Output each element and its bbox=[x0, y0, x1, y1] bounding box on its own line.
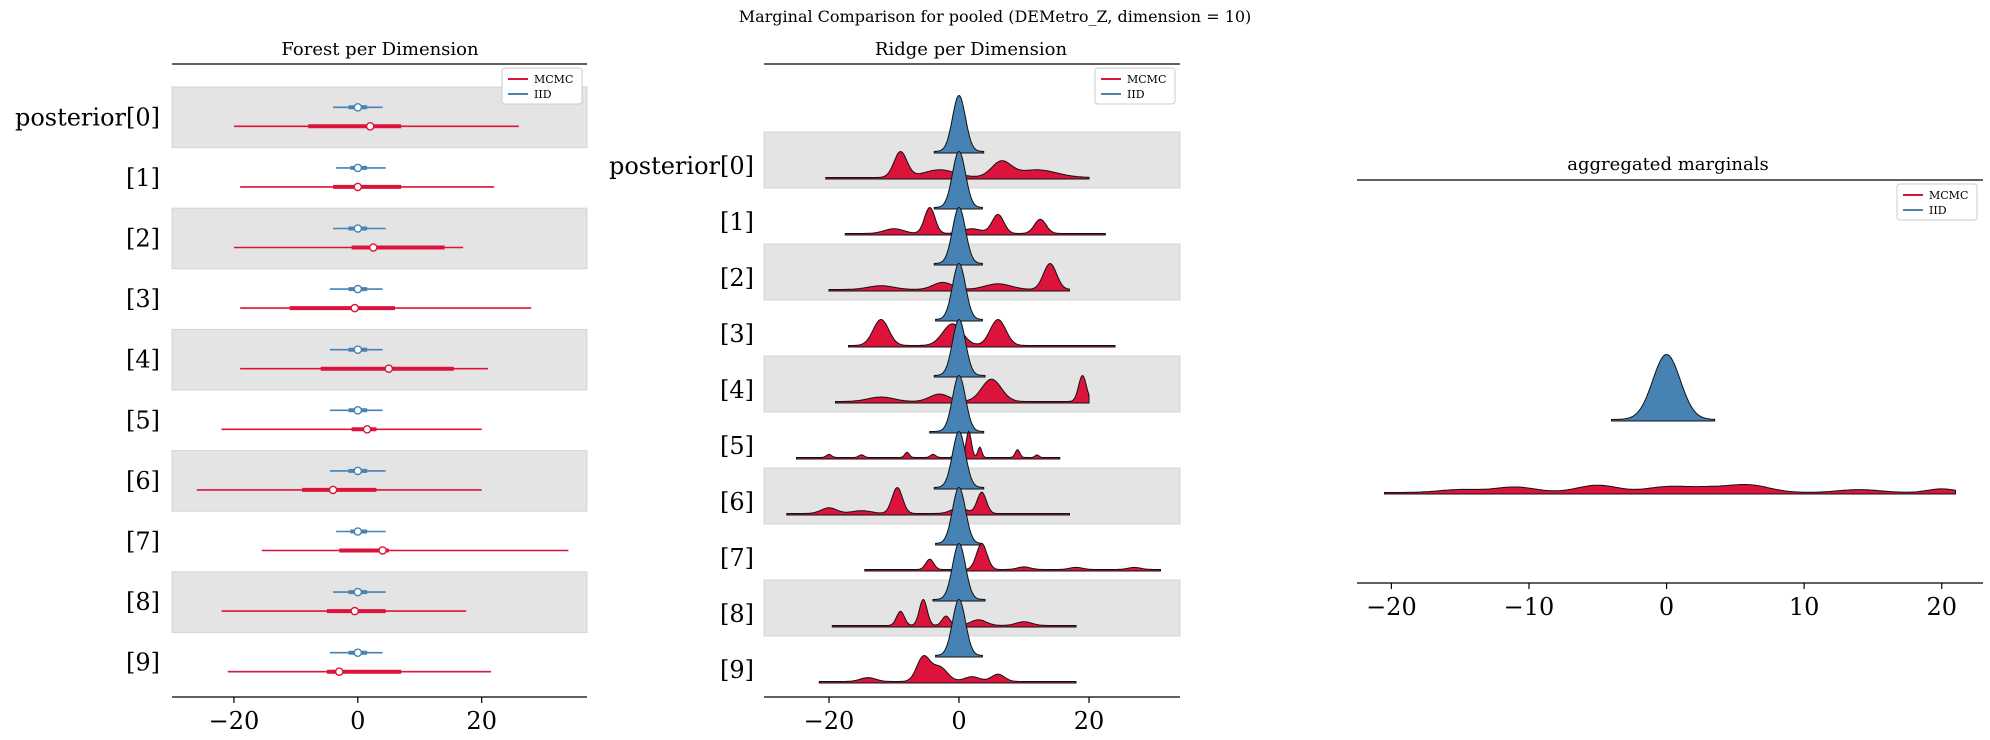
forest-title: Forest per Dimension bbox=[281, 39, 479, 60]
forest-mcmc-median bbox=[369, 243, 378, 252]
ridge-row-label: [5] bbox=[720, 432, 754, 460]
ridge-row-label: [7] bbox=[720, 544, 754, 572]
ridge-iid-density bbox=[933, 151, 983, 210]
ridge-row-label: [9] bbox=[720, 656, 754, 684]
ridge-row-label: [6] bbox=[720, 488, 754, 516]
forest-row-label: [2] bbox=[126, 225, 160, 253]
ridge-iid-density bbox=[932, 543, 986, 602]
forest-panel: Forest per Dimension posterior[0] [1] [2] [… bbox=[15, 39, 588, 735]
forest-mcmc-median bbox=[350, 303, 360, 313]
forest-row-band bbox=[171, 571, 588, 633]
aggregated-x-tick-label-4: 20 bbox=[1926, 593, 1957, 621]
ridge-mcmc-density bbox=[796, 430, 1061, 460]
forest-iid-median bbox=[353, 345, 363, 355]
forest-row-label: [9] bbox=[126, 649, 160, 677]
ridge-mcmc-density bbox=[848, 318, 1116, 348]
ridge-mcmc-density bbox=[818, 654, 1077, 684]
forest-iid-median bbox=[353, 527, 363, 536]
forest-mcmc-median bbox=[328, 485, 338, 495]
aggregated-x-tick-label-0: −20 bbox=[1366, 593, 1417, 621]
ridge-mcmc-density bbox=[864, 542, 1161, 572]
ridge-iid-density bbox=[933, 95, 985, 154]
aggregated-iid-density bbox=[1611, 354, 1716, 422]
forest-row-band bbox=[171, 207, 588, 270]
ridge-panel: Ridge per Dimension posterior[0] [1] [2] [3… bbox=[609, 39, 1181, 735]
aggregated-legend-label-0: MCMC bbox=[1929, 189, 1968, 202]
ridge-legend-label-0: MCMC bbox=[1127, 73, 1166, 86]
forest-mcmc-median bbox=[350, 606, 360, 616]
ridge-row-band bbox=[763, 131, 1181, 189]
forest-iid-median bbox=[353, 284, 363, 294]
forest-iid-median bbox=[353, 466, 363, 476]
forest-iid-median bbox=[353, 163, 363, 173]
forest-x-tick-label-0: −20 bbox=[209, 707, 260, 735]
ridge-row-band bbox=[763, 579, 1181, 637]
forest-iid-median bbox=[353, 224, 363, 233]
aggregated-title: aggregated marginals bbox=[1567, 154, 1768, 175]
forest-mcmc-median bbox=[384, 364, 394, 374]
forest-mcmc-median bbox=[362, 424, 372, 434]
forest-legend-label-1: IID bbox=[534, 88, 552, 101]
ridge-iid-density bbox=[935, 487, 983, 546]
forest-row-label: [7] bbox=[126, 528, 160, 556]
forest-row-band bbox=[171, 450, 588, 512]
aggregated-x-tick-label-1: −10 bbox=[1504, 593, 1555, 621]
forest-row-label: posterior[0] bbox=[15, 103, 160, 131]
aggregated-x-tick-label-3: 10 bbox=[1789, 593, 1820, 621]
ridge-row-label: [2] bbox=[720, 264, 754, 292]
forest-iid-median bbox=[353, 587, 363, 597]
forest-iid-median bbox=[353, 648, 363, 658]
forest-row-label: [8] bbox=[126, 588, 160, 616]
forest-x-tick-label-1: 0 bbox=[350, 707, 365, 735]
forest-legend-label-0: MCMC bbox=[534, 73, 573, 86]
ridge-title: Ridge per Dimension bbox=[875, 39, 1068, 60]
ridge-mcmc-density bbox=[844, 206, 1106, 236]
ridge-x-tick-label-0: −20 bbox=[804, 707, 855, 735]
forest-mcmc-median bbox=[353, 182, 363, 192]
aggregated-legend-label-1: IID bbox=[1929, 204, 1947, 217]
aggregated-x-tick-label-2: 0 bbox=[1659, 593, 1674, 621]
forest-mcmc-median bbox=[365, 122, 375, 131]
ridge-iid-density bbox=[933, 207, 983, 266]
ridge-row-label: [3] bbox=[720, 320, 754, 348]
ridge-legend-label-1: IID bbox=[1127, 88, 1145, 101]
forest-row-band bbox=[171, 328, 588, 391]
forest-row-label: [3] bbox=[126, 285, 160, 313]
forest-mcmc-median bbox=[334, 667, 344, 677]
ridge-x-tick-label-1: 0 bbox=[951, 707, 966, 735]
forest-row-label: [4] bbox=[126, 346, 160, 374]
ridge-iid-density bbox=[933, 431, 985, 490]
ridge-row-band bbox=[763, 243, 1181, 301]
forest-row-label: [6] bbox=[126, 467, 160, 495]
forest-x-tick-label-2: 20 bbox=[466, 707, 497, 735]
forest-iid-median bbox=[353, 405, 363, 415]
ridge-iid-density bbox=[935, 263, 983, 322]
forest-mcmc-median bbox=[378, 546, 387, 555]
forest-row-label: [1] bbox=[126, 164, 160, 192]
ridge-row-label: [1] bbox=[720, 208, 754, 236]
figure-suptitle: Marginal Comparison for pooled (DEMetro_… bbox=[739, 7, 1252, 26]
aggregated-panel: aggregated marginals −20 −10 0 10 20 MCMC IID bbox=[1357, 154, 1983, 621]
forest-row-label: [5] bbox=[126, 406, 160, 434]
ridge-iid-density bbox=[935, 599, 983, 658]
ridge-x-tick-label-2: 20 bbox=[1074, 707, 1105, 735]
ridge-row-band bbox=[763, 355, 1181, 413]
ridge-row-label: posterior[0] bbox=[609, 152, 754, 180]
ridge-mcmc-density bbox=[786, 486, 1070, 516]
aggregated-mcmc-density bbox=[1384, 484, 1956, 495]
ridge-row-label: [8] bbox=[720, 600, 754, 628]
ridge-row-band bbox=[763, 467, 1181, 525]
ridge-iid-density bbox=[929, 375, 985, 434]
ridge-row-label: [4] bbox=[720, 376, 754, 404]
ridge-mcmc-density bbox=[828, 262, 1070, 292]
forest-iid-median bbox=[353, 103, 363, 112]
ridge-iid-density bbox=[933, 319, 986, 378]
